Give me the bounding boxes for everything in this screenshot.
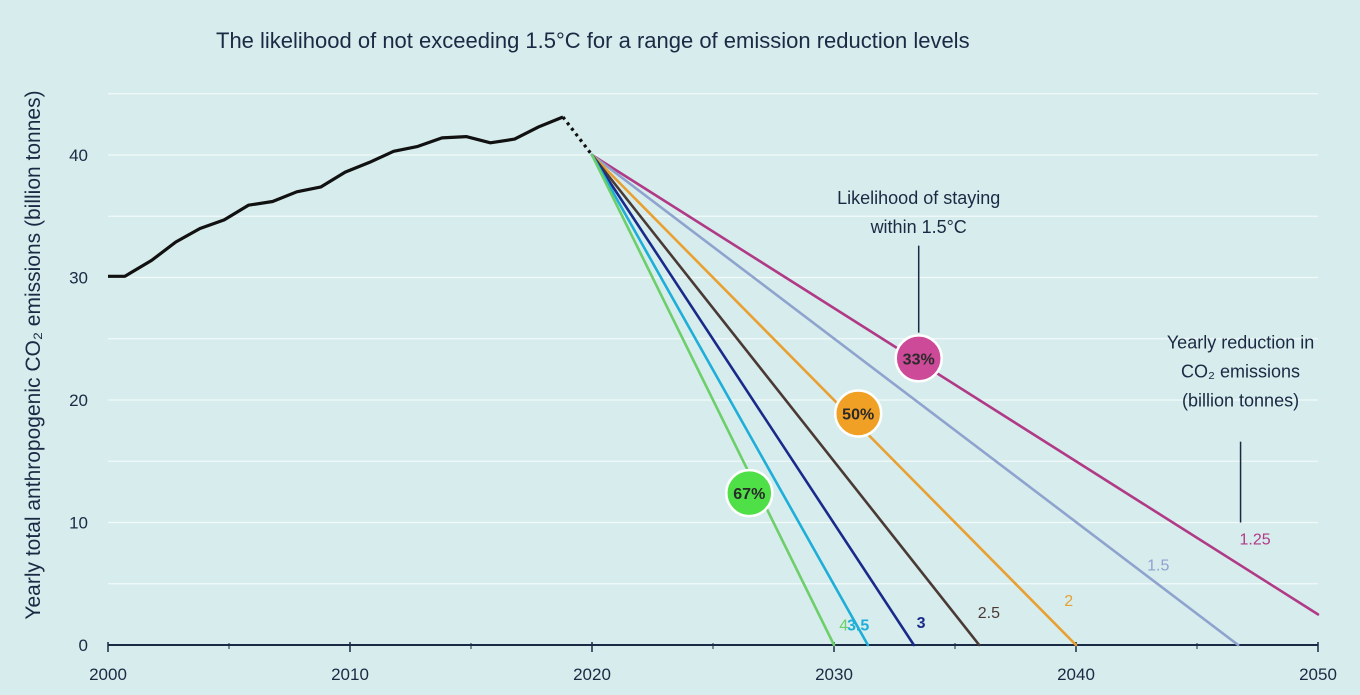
historical-emissions (108, 115, 594, 278)
historical-dotted-connector (561, 116, 594, 156)
x-tick-label: 2050 (1299, 665, 1337, 684)
series-labels: 1.25 1.5 2 2.5 3 3.54 (839, 532, 1271, 635)
series-line-3-5 (590, 153, 870, 647)
x-tick-label: 2040 (1057, 665, 1095, 684)
series-label-4: 4 (839, 617, 848, 634)
historical-line (108, 115, 564, 278)
badge-circle (725, 468, 774, 518)
likelihood-badge-50: 50% (833, 389, 883, 438)
y-tick-label: 0 (79, 636, 88, 655)
series-line-3 (590, 153, 916, 647)
series-label-3: 3 (917, 615, 926, 632)
badge-circle (894, 334, 943, 383)
x-tick-label: 2020 (573, 665, 611, 684)
chart-title: The likelihood of not exceeding 1.5°C fo… (216, 28, 970, 53)
y-tick-label: 10 (69, 514, 88, 533)
series-label-1-25: 1.25 (1240, 532, 1271, 549)
badge-label: 50% (842, 406, 874, 423)
annotation-line: CO₂ emissions (1181, 362, 1300, 382)
badge-circle (833, 389, 883, 438)
y-axis-label: Yearly total anthropogenic CO₂ emissions… (22, 90, 45, 619)
x-tick-label: 2000 (89, 665, 127, 684)
y-tick-label: 40 (69, 146, 88, 165)
likelihood-badge-67: 67% (725, 468, 774, 518)
y-tick-label: 30 (69, 269, 88, 288)
series-line-4 (590, 153, 836, 647)
annotation-text-2: Yearly reduction in CO₂ emissions (billion… (1167, 333, 1314, 411)
annotation-line: within 1.5°C (870, 217, 967, 237)
annotation-line: Likelihood of staying (837, 188, 1000, 208)
series-line-2 (590, 153, 1078, 647)
series-label-3-5: 3.5 (847, 617, 869, 634)
annotation-text-1: Likelihood of staying within 1.5°C (837, 188, 1000, 237)
x-tick-label: 2010 (331, 665, 369, 684)
badge-label: 33% (903, 351, 935, 368)
series-line-1-5 (590, 153, 1240, 647)
annotation-line: Yearly reduction in (1167, 333, 1314, 353)
series-line-2-5 (590, 153, 981, 647)
series-lines (590, 153, 1320, 647)
y-tick-label: 20 (69, 391, 88, 410)
series-label-2: 2 (1064, 593, 1073, 610)
series-label-1-5: 1.5 (1147, 557, 1169, 574)
likelihood-badges: 33% 50% 67% (725, 334, 943, 518)
annotations: Likelihood of staying within 1.5°C Yearly … (837, 188, 1314, 523)
likelihood-badge-33: 33% (894, 334, 943, 383)
series-label-2-5: 2.5 (978, 605, 1000, 622)
badge-label: 67% (733, 486, 765, 503)
series-line-1-25 (590, 153, 1320, 616)
annotation-line: (billion tonnes) (1182, 391, 1299, 411)
x-tick-label: 2030 (815, 665, 853, 684)
